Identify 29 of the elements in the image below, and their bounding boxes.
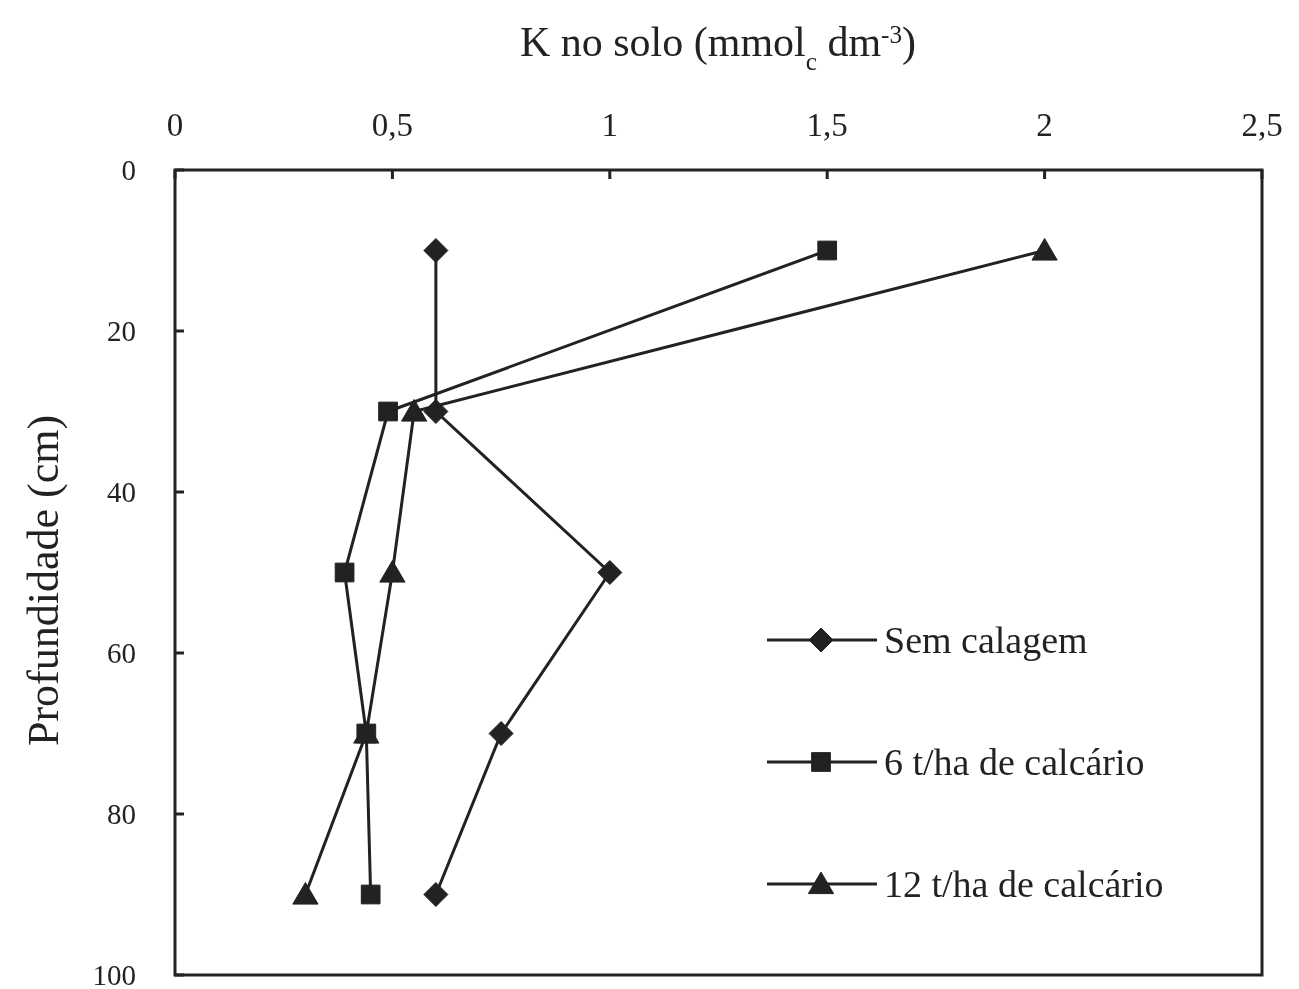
point bbox=[379, 560, 406, 583]
y-tick-label: 80 bbox=[107, 798, 136, 831]
legend-label: 6 t/ha de calcário bbox=[884, 741, 1145, 784]
point bbox=[401, 399, 428, 422]
y-tick-label: 40 bbox=[107, 476, 136, 509]
y-tick-label: 100 bbox=[92, 959, 136, 989]
y-axis-title: Profundidade (cm) bbox=[19, 414, 68, 747]
x-tick-label: 0,5 bbox=[371, 107, 414, 143]
point bbox=[360, 884, 381, 905]
point bbox=[378, 401, 398, 422]
legend-label: 12 t/ha de calcário bbox=[884, 863, 1164, 906]
point bbox=[1031, 238, 1058, 261]
point bbox=[423, 882, 449, 907]
point bbox=[334, 562, 355, 583]
y-tick-label: 60 bbox=[107, 637, 136, 670]
x-axis-title: K no solo (mmol$_{c}$ dm$^{-3}$) bbox=[519, 19, 917, 75]
point bbox=[597, 560, 623, 585]
x-tick-label: 2,5 bbox=[1241, 107, 1283, 143]
y-tick-label: 20 bbox=[107, 315, 136, 348]
point bbox=[817, 240, 838, 261]
point bbox=[488, 721, 514, 746]
point bbox=[292, 882, 319, 905]
y-tick-label: 0 bbox=[121, 154, 136, 187]
point bbox=[423, 238, 449, 263]
legend-label: Sem calagem bbox=[884, 619, 1088, 662]
x-tick-label: 1 bbox=[601, 107, 619, 143]
x-tick-label: 0 bbox=[166, 107, 184, 143]
x-tick-label: 1,5 bbox=[806, 107, 848, 143]
x-tick-label: 2 bbox=[1036, 107, 1053, 143]
